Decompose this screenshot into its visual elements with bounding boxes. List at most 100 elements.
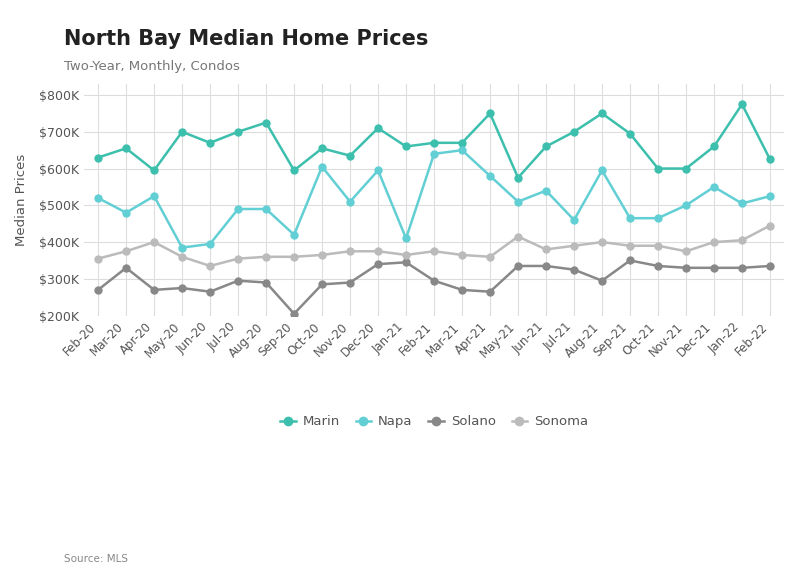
Sonoma (710, 239, 719, 246)
Marin (626, 130, 635, 137)
Solano (541, 263, 551, 270)
Legend: Marin, Napa, Solano, Sonoma: Marin, Napa, Solano, Sonoma (275, 410, 594, 434)
Sonoma (149, 239, 159, 246)
Sonoma (233, 255, 243, 262)
Marin (401, 143, 411, 150)
Sonoma (345, 248, 355, 255)
Marin (485, 110, 495, 117)
Marin (597, 110, 606, 117)
Solano (93, 286, 103, 293)
Solano (317, 281, 327, 288)
Sonoma (457, 251, 467, 258)
Solano (373, 260, 383, 267)
Sonoma (401, 251, 411, 258)
Marin (654, 165, 663, 172)
Sonoma (373, 248, 383, 255)
Napa (261, 205, 271, 212)
Sonoma (177, 254, 187, 260)
Text: Source: MLS: Source: MLS (64, 554, 128, 564)
Marin (93, 154, 103, 161)
Napa (429, 151, 439, 158)
Marin (121, 145, 131, 152)
Marin (289, 167, 299, 174)
Marin (737, 101, 747, 108)
Solano (177, 285, 187, 292)
Line: Solano: Solano (94, 257, 773, 317)
Solano (429, 277, 439, 284)
Marin (261, 119, 271, 126)
Solano (401, 259, 411, 266)
Line: Marin: Marin (94, 101, 773, 181)
Marin (177, 128, 187, 135)
Marin (373, 125, 383, 132)
Sonoma (513, 233, 523, 240)
Napa (317, 163, 327, 170)
Sonoma (569, 242, 578, 249)
Solano (597, 277, 606, 284)
Marin (569, 128, 578, 135)
Sonoma (205, 263, 215, 270)
Solano (737, 264, 747, 271)
Solano (149, 286, 159, 293)
Sonoma (317, 251, 327, 258)
Marin (205, 139, 215, 146)
Napa (569, 217, 578, 224)
Sonoma (121, 248, 131, 255)
Solano (205, 288, 215, 295)
Marin (541, 143, 551, 150)
Napa (626, 214, 635, 221)
Napa (149, 193, 159, 200)
Napa (289, 231, 299, 238)
Marin (710, 143, 719, 150)
Marin (233, 128, 243, 135)
Solano (485, 288, 495, 295)
Solano (121, 264, 131, 271)
Sonoma (289, 254, 299, 260)
Sonoma (682, 248, 691, 255)
Sonoma (737, 237, 747, 244)
Solano (682, 264, 691, 271)
Solano (261, 279, 271, 286)
Napa (485, 172, 495, 179)
Sonoma (654, 242, 663, 249)
Sonoma (597, 239, 606, 246)
Solano (513, 263, 523, 270)
Marin (345, 152, 355, 159)
Napa (513, 198, 523, 205)
Sonoma (626, 242, 635, 249)
Napa (457, 147, 467, 154)
Napa (93, 194, 103, 201)
Sonoma (485, 254, 495, 260)
Napa (737, 200, 747, 207)
Napa (401, 235, 411, 242)
Sonoma (93, 255, 103, 262)
Line: Sonoma: Sonoma (94, 222, 773, 270)
Marin (457, 139, 467, 146)
Line: Napa: Napa (94, 147, 773, 251)
Y-axis label: Median Prices: Median Prices (15, 154, 28, 246)
Solano (457, 286, 467, 293)
Sonoma (765, 222, 775, 229)
Napa (765, 193, 775, 200)
Solano (345, 279, 355, 286)
Marin (765, 156, 775, 163)
Napa (233, 205, 243, 212)
Marin (429, 139, 439, 146)
Sonoma (541, 246, 551, 253)
Napa (597, 167, 606, 174)
Sonoma (429, 248, 439, 255)
Napa (682, 202, 691, 209)
Napa (373, 167, 383, 174)
Marin (682, 165, 691, 172)
Marin (149, 167, 159, 174)
Napa (345, 198, 355, 205)
Napa (541, 187, 551, 194)
Solano (654, 263, 663, 270)
Solano (710, 264, 719, 271)
Solano (626, 257, 635, 264)
Solano (289, 310, 299, 317)
Napa (710, 183, 719, 190)
Solano (233, 277, 243, 284)
Napa (654, 214, 663, 221)
Napa (177, 244, 187, 251)
